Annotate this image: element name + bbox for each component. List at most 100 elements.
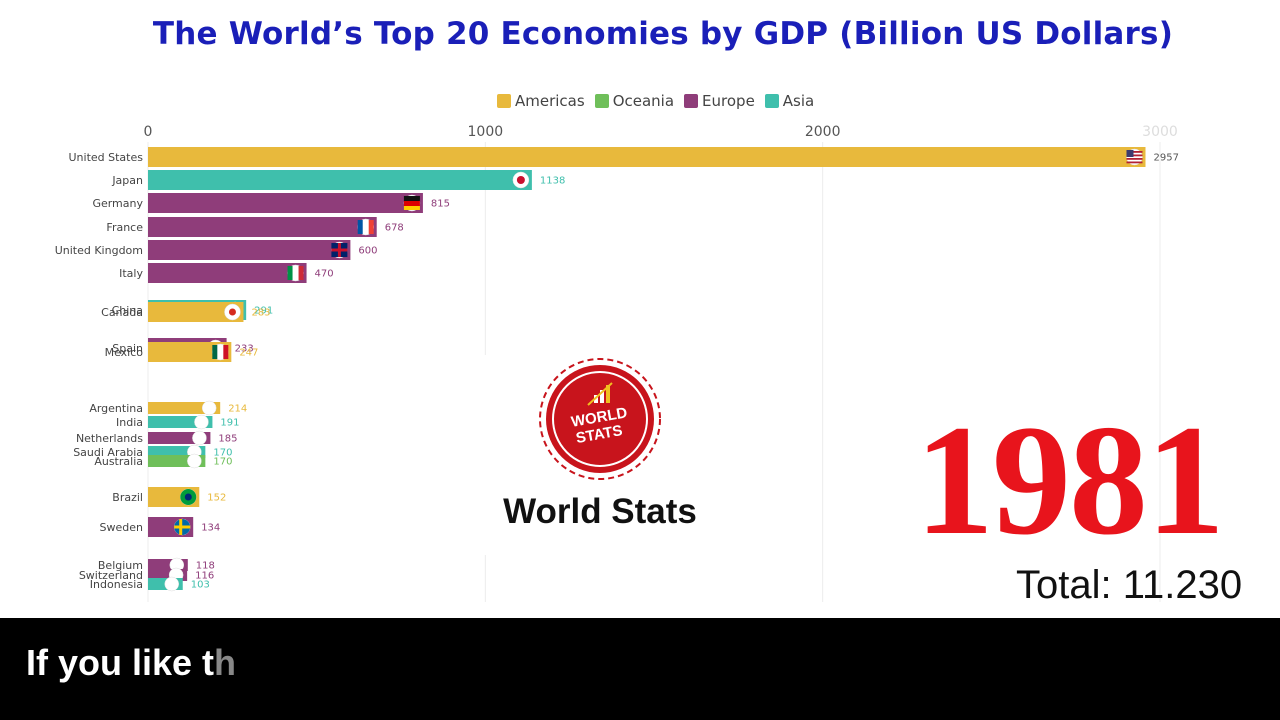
flag-stripe — [298, 266, 304, 280]
value-label: 185 — [218, 434, 237, 445]
total-label: Total: — [1016, 563, 1112, 607]
bar — [148, 402, 221, 414]
chart-title: The World’s Top 20 Economies by GDP (Bil… — [152, 16, 1174, 52]
flag-globe — [184, 493, 192, 501]
x-tick-label: 1000 — [468, 124, 504, 140]
country-label: Japan — [111, 174, 143, 187]
flag-stripe — [357, 220, 363, 234]
bar-group: France 678 — [106, 217, 404, 237]
video-frame: The World’s Top 20 Economies by GDP (Bil… — [54, 16, 1243, 608]
legend-item-europe: Europe — [684, 92, 755, 110]
bar-group: Canada 283 — [101, 302, 271, 322]
bar-group: Germany 815 — [92, 193, 450, 213]
bar-group: United States 2957 — [69, 147, 1179, 167]
value-label: 283 — [251, 308, 270, 319]
value-label: 152 — [207, 493, 226, 504]
bar-group: Australia 170 — [94, 453, 232, 469]
country-label: Belgium — [98, 559, 143, 572]
bar — [148, 217, 377, 237]
flag-canton — [1126, 150, 1134, 157]
legend-label-asia: Asia — [782, 92, 815, 110]
country-label: Sweden — [100, 521, 143, 534]
value-label: 170 — [213, 448, 232, 459]
world-stats-logo-icon: WORLD STATS — [539, 358, 661, 480]
value-label: 103 — [191, 580, 210, 591]
indonesia-flag-icon — [164, 576, 179, 592]
value-label: 170 — [213, 457, 232, 468]
flag-stripe — [403, 201, 420, 206]
x-tick-label: 2000 — [805, 124, 841, 140]
flag-stripe — [403, 196, 420, 201]
country-label: Germany — [92, 197, 143, 210]
bar-chart: 0 1000 2000 3000 United States 2957 Japan 1138 G… — [55, 124, 1179, 602]
flag-cross — [179, 519, 183, 535]
bar-group: Netherlands 185 — [76, 430, 238, 446]
flag-stripe — [403, 206, 420, 210]
japan-flag-dot — [516, 176, 525, 184]
argentina-flag-icon — [201, 400, 217, 416]
bar — [148, 342, 232, 362]
flag-stripe — [368, 220, 374, 234]
bar — [148, 302, 244, 322]
bar-group: Japan 1138 — [111, 170, 565, 190]
legend-item-americas: Americas — [497, 92, 585, 110]
country-label: Indonesia — [90, 578, 143, 591]
flag-stripe — [287, 266, 293, 280]
country-label: United States — [69, 151, 144, 164]
flag-stripe — [1126, 161, 1143, 164]
value-label: 191 — [220, 418, 239, 429]
country-label: Italy — [119, 267, 143, 280]
flag-stripe — [1126, 158, 1143, 160]
caption-text-fading: h — [214, 642, 237, 683]
bar — [148, 263, 307, 283]
bar-group: Sweden 134 — [100, 517, 220, 537]
logo-text: World Stats — [503, 492, 697, 531]
year-display: 1981 — [915, 393, 1225, 568]
country-label: Netherlands — [76, 432, 143, 445]
bar-group: India 191 — [116, 414, 240, 430]
bar — [148, 147, 1146, 167]
flag-stripe — [212, 345, 218, 359]
flag-stripe — [1126, 151, 1143, 153]
value-label: 600 — [358, 246, 377, 257]
flag-stripe — [1126, 154, 1143, 157]
value-label: 247 — [239, 348, 258, 359]
country-label: Argentina — [89, 402, 143, 415]
india-flag-icon — [194, 414, 209, 430]
australia-flag-icon — [187, 453, 202, 469]
value-label: 678 — [385, 223, 404, 234]
bar-group: Brazil 152 — [112, 487, 226, 507]
country-label: United Kingdom — [55, 244, 143, 257]
legend-label-europe: Europe — [702, 92, 755, 110]
country-label: Switzerland — [79, 569, 143, 582]
caption-bar — [0, 618, 1280, 720]
country-label: India — [116, 416, 143, 429]
legend-item-oceania: Oceania — [594, 92, 674, 110]
canada-leaf — [228, 308, 236, 316]
bar — [148, 240, 351, 260]
legend-swatch-asia — [764, 94, 779, 108]
legend-swatch-americas — [497, 94, 511, 108]
value-label: 214 — [228, 404, 247, 415]
value-label: 116 — [195, 571, 214, 582]
x-tick-label: 0 — [144, 124, 153, 140]
total-display: Total: 11.230 — [1016, 563, 1242, 608]
video-caption: If you like th — [26, 642, 236, 684]
value-label: 291 — [254, 306, 273, 317]
country-label: Canada — [101, 306, 143, 319]
x-tick-label: 3000 — [1142, 124, 1178, 140]
country-label: France — [106, 221, 143, 234]
country-label: China — [112, 304, 143, 317]
bar — [148, 193, 423, 213]
logo-panel: WORLD STATS — [442, 355, 758, 555]
country-label: Mexico — [105, 346, 144, 359]
country-label: Saudi Arabia — [73, 446, 143, 459]
flag-stripe — [223, 345, 229, 359]
legend-swatch-europe — [684, 94, 699, 108]
country-label: Australia — [94, 455, 143, 468]
value-label: 134 — [201, 523, 220, 534]
value-label: 2957 — [1153, 153, 1178, 164]
bar-group: Argentina 214 — [89, 400, 247, 416]
bar-group: Indonesia 103 — [90, 576, 210, 592]
netherlands-flag-icon — [192, 430, 207, 446]
